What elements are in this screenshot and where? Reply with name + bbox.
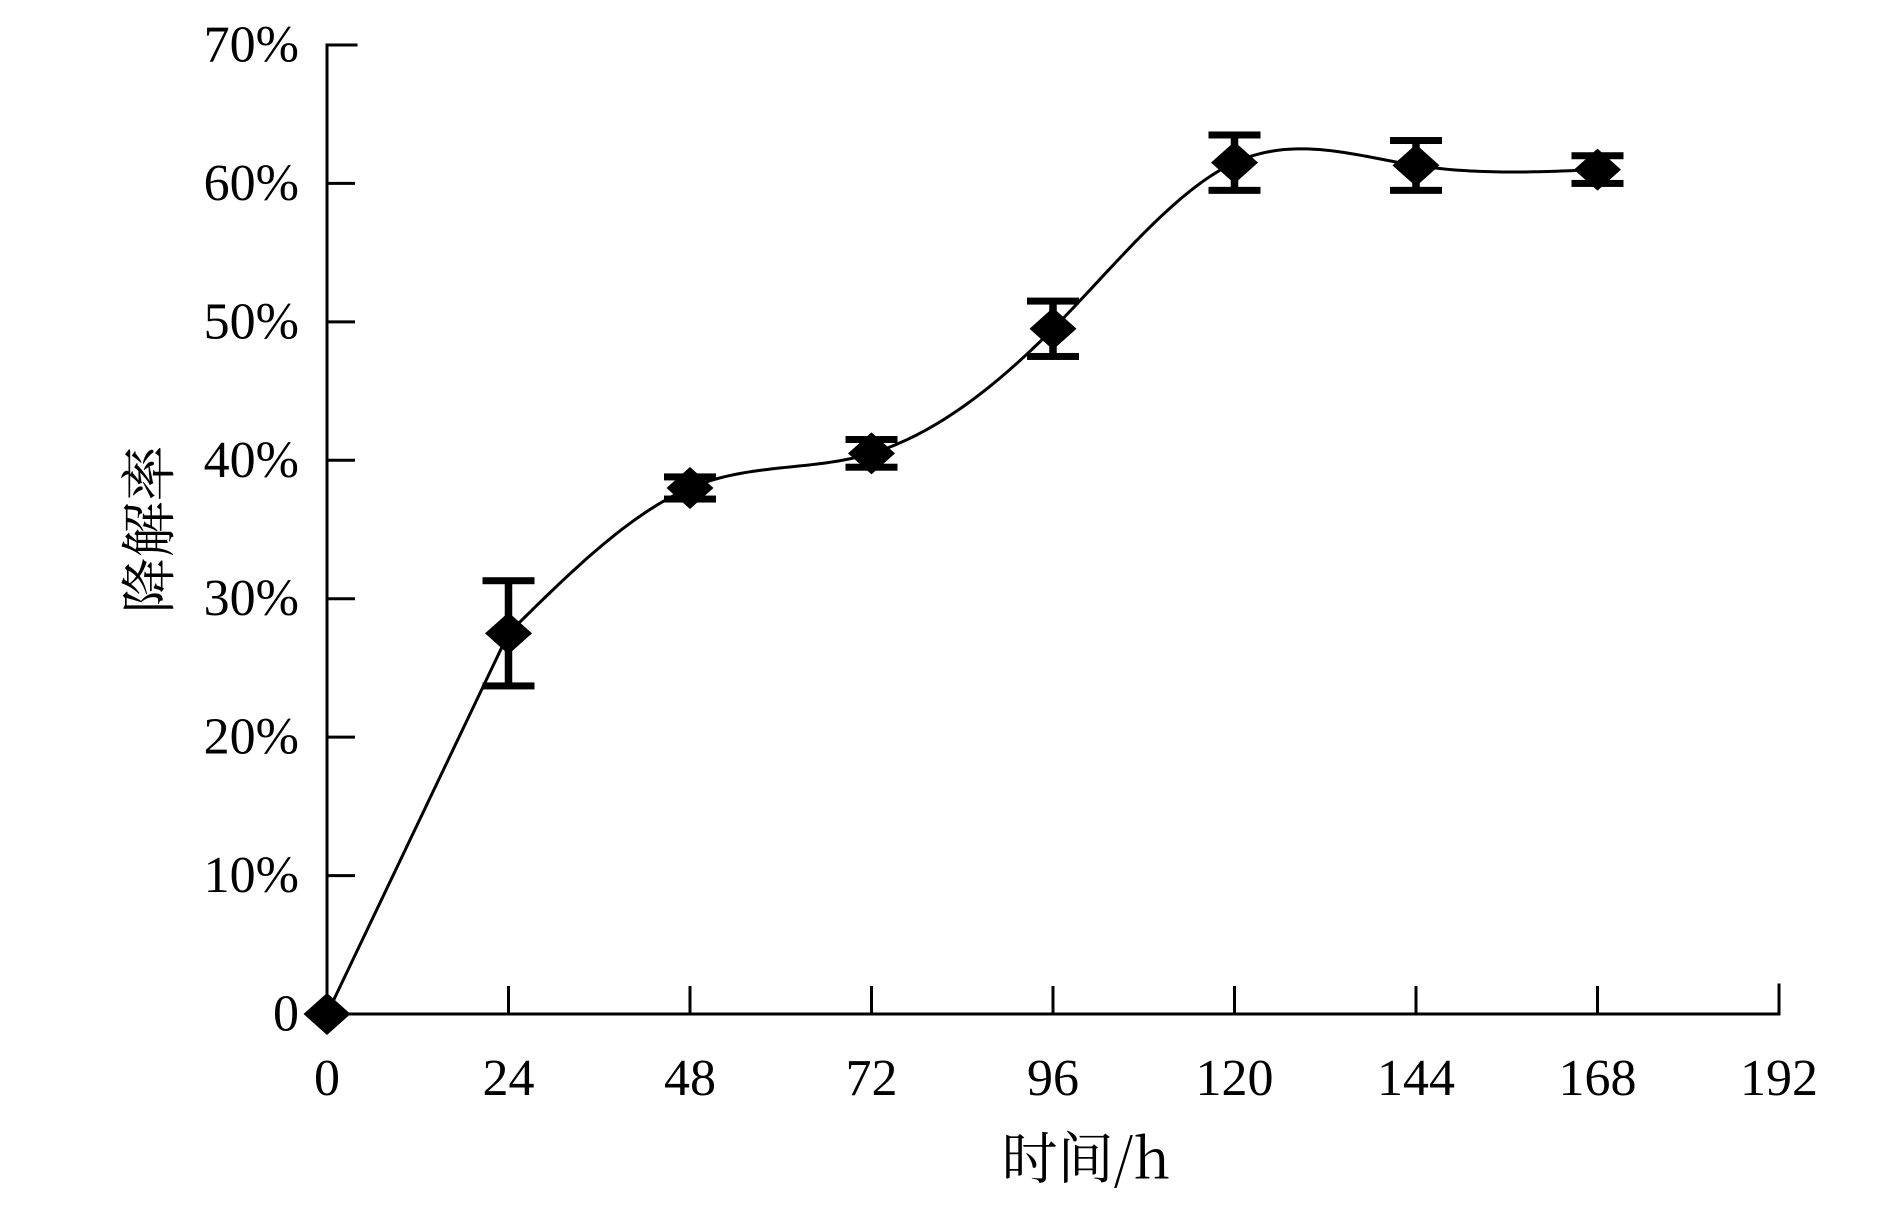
svg-text:0: 0 [273,986,299,1043]
svg-text:30%: 30% [204,570,299,627]
svg-text:70%: 70% [204,17,299,74]
svg-text:24: 24 [483,1050,535,1107]
svg-text:时间/h: 时间/h [1002,1115,1171,1195]
svg-text:60%: 60% [204,155,299,212]
svg-text:40%: 40% [204,432,299,489]
svg-text:降解率: 降解率 [106,446,186,614]
svg-text:10%: 10% [204,847,299,904]
svg-text:144: 144 [1377,1050,1455,1107]
svg-text:120: 120 [1196,1050,1274,1107]
svg-text:20%: 20% [204,709,299,766]
svg-text:72: 72 [846,1050,898,1107]
svg-text:192: 192 [1740,1050,1818,1107]
svg-text:0: 0 [314,1050,340,1107]
svg-text:96: 96 [1027,1050,1079,1107]
svg-text:50%: 50% [204,293,299,350]
svg-text:48: 48 [664,1050,716,1107]
svg-text:168: 168 [1559,1050,1637,1107]
